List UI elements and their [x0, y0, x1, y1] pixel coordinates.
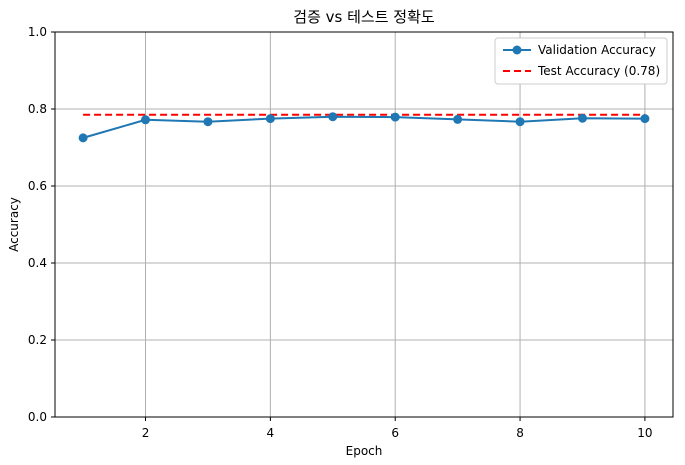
legend-entry-validation: Validation Accuracy	[503, 43, 656, 57]
legend: Validation Accuracy Test Accuracy (0.78)	[494, 37, 668, 85]
validation-accuracy-point	[78, 133, 88, 143]
legend-label-test: Test Accuracy (0.78)	[537, 64, 660, 78]
validation-accuracy-point	[203, 117, 213, 127]
validation-accuracy-point	[265, 114, 275, 124]
x-tick-label: 8	[516, 426, 524, 440]
y-axis-label: Accuracy	[7, 197, 21, 252]
validation-accuracy-point	[328, 112, 338, 122]
validation-accuracy-point	[577, 113, 587, 123]
x-tick-label: 2	[142, 426, 150, 440]
grid	[55, 31, 673, 418]
x-tick-label: 4	[267, 426, 275, 440]
y-axis-ticks: 0.0 0.2 0.4 0.6 0.8 1.0	[28, 25, 55, 424]
y-tick-label: 1.0	[28, 25, 47, 39]
x-axis-label: Epoch	[346, 444, 383, 458]
legend-marker-validation	[512, 45, 522, 55]
axes-frame	[54, 31, 674, 418]
validation-accuracy-point	[141, 115, 151, 125]
validation-accuracy-point	[453, 114, 463, 124]
series-layer	[78, 112, 650, 143]
legend-box	[494, 37, 668, 85]
x-tick-label: 10	[637, 426, 652, 440]
validation-accuracy-point	[515, 117, 525, 127]
x-tick-label: 6	[391, 426, 399, 440]
y-tick-label: 0.4	[28, 256, 47, 270]
validation-accuracy-point	[390, 112, 400, 122]
x-axis-ticks: 2 4 6 8 10	[142, 417, 653, 440]
legend-label-validation: Validation Accuracy	[538, 43, 656, 57]
validation-accuracy-point	[640, 114, 650, 124]
y-tick-label: 0.0	[28, 410, 47, 424]
legend-entry-test: Test Accuracy (0.78)	[503, 64, 660, 78]
y-tick-label: 0.6	[28, 179, 47, 193]
y-tick-label: 0.2	[28, 333, 47, 347]
chart-title: 검증 vs 테스트 정확도	[293, 8, 435, 26]
validation-accuracy-line	[82, 115, 645, 139]
y-tick-label: 0.8	[28, 102, 47, 116]
